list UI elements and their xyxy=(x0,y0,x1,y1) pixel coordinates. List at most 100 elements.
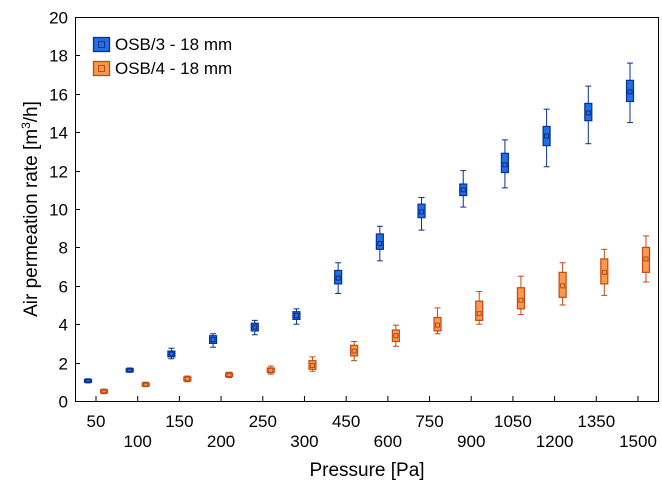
box-s1-8 xyxy=(417,196,426,231)
box-s2-7 xyxy=(391,324,400,347)
median-marker xyxy=(252,324,258,330)
x-tick-label-0: 50 xyxy=(87,412,106,431)
median-marker xyxy=(335,275,341,281)
series-2 xyxy=(99,235,651,395)
y-axis-title: Air permeation rate [m3/h] xyxy=(19,101,42,317)
y-tick-label-4: 8 xyxy=(59,239,68,258)
median-marker xyxy=(293,313,299,319)
box-iqr xyxy=(308,360,317,370)
box-s2-13 xyxy=(641,235,651,283)
box-s1-2 xyxy=(167,347,176,360)
x-tick-label-3: 200 xyxy=(207,432,235,451)
x-tick-label-1: 100 xyxy=(124,432,152,451)
y-tick-label-1: 2 xyxy=(59,355,68,374)
legend-swatch-osb3 xyxy=(92,36,111,53)
y-tick-label-6: 12 xyxy=(49,163,68,182)
box-s1-5 xyxy=(292,308,301,325)
boxplot-series xyxy=(83,62,651,395)
median-marker xyxy=(85,378,91,384)
box-iqr xyxy=(542,125,551,147)
median-marker xyxy=(460,187,466,193)
median-marker xyxy=(502,162,508,168)
box-s1-7 xyxy=(375,225,384,262)
legend-swatch-osb4-inner xyxy=(98,65,105,72)
box-s2-3 xyxy=(224,371,234,379)
box-s2-1 xyxy=(141,381,150,388)
box-s1-13 xyxy=(625,62,635,124)
median-marker xyxy=(268,367,274,373)
x-tick-label-10: 1050 xyxy=(494,412,532,431)
box-s2-10 xyxy=(516,275,526,316)
y-tick-label-2: 4 xyxy=(59,316,68,335)
box-s2-0 xyxy=(99,388,109,395)
box-iqr xyxy=(167,350,176,358)
box-s1-3 xyxy=(208,333,218,348)
y-axis-ticks: 0 2 4 6 8 10 12 14 16 18 20 xyxy=(49,9,80,412)
box-iqr xyxy=(350,344,359,357)
median-marker xyxy=(560,283,566,289)
median-marker xyxy=(544,133,550,139)
box-iqr xyxy=(475,300,484,321)
median-marker xyxy=(309,362,315,368)
box-s1-4 xyxy=(250,319,259,336)
legend-label-osb4: OSB/4 - 18 mm xyxy=(115,59,232,78)
box-iqr xyxy=(391,329,400,343)
y-tick-label-5: 10 xyxy=(49,201,68,220)
median-marker xyxy=(585,110,591,116)
box-iqr xyxy=(417,203,426,219)
box-s1-6 xyxy=(334,262,343,294)
x-tick-label-2: 150 xyxy=(165,412,193,431)
y-tick-label-3: 6 xyxy=(59,278,68,297)
x-tick-label-11: 1200 xyxy=(536,432,574,451)
box-iqr xyxy=(641,246,651,273)
x-axis-title: Pressure [Pa] xyxy=(309,460,424,481)
x-axis-ticks: 50 100 150 200 250 300 450 600 750 900 10501200135… xyxy=(87,396,657,451)
box-s2-6 xyxy=(350,340,359,362)
median-marker xyxy=(435,322,441,328)
x-tick-label-8: 750 xyxy=(415,412,443,431)
y-tick-label-9: 18 xyxy=(49,47,68,66)
x-tick-label-4: 250 xyxy=(249,412,277,431)
y-tick-label-10: 20 xyxy=(49,9,68,28)
box-iqr xyxy=(625,79,635,103)
median-marker xyxy=(393,333,399,339)
box-iqr xyxy=(250,322,259,332)
y-axis-title-tail: /h] xyxy=(21,101,42,122)
median-marker xyxy=(101,388,107,394)
box-s1-12 xyxy=(584,85,593,145)
legend-swatch-osb4 xyxy=(92,60,111,77)
series-1 xyxy=(83,62,635,384)
median-marker xyxy=(184,376,190,382)
x-tick-label-12: 1350 xyxy=(577,412,615,431)
box-s1-11 xyxy=(542,108,551,168)
box-s2-5 xyxy=(308,356,317,372)
box-s2-8 xyxy=(433,307,442,335)
median-marker xyxy=(476,311,482,317)
median-marker xyxy=(643,256,649,262)
median-marker xyxy=(351,348,357,354)
x-tick-label-5: 300 xyxy=(290,432,318,451)
median-marker xyxy=(226,372,232,378)
y-tick-label-8: 16 xyxy=(49,86,68,105)
box-iqr xyxy=(334,269,343,285)
median-marker xyxy=(601,269,607,275)
legend-item-osb4: OSB/4 - 18 mm xyxy=(92,59,232,78)
median-marker xyxy=(627,89,633,95)
box-s1-0 xyxy=(83,378,93,384)
legend: OSB/3 - 18 mm OSB/4 - 18 mm xyxy=(92,35,232,78)
box-s1-9 xyxy=(459,170,468,208)
legend-label-osb3: OSB/3 - 18 mm xyxy=(115,35,232,54)
box-s2-9 xyxy=(475,291,484,325)
box-s2-2 xyxy=(183,375,192,383)
median-marker xyxy=(127,367,133,373)
box-s2-11 xyxy=(558,262,567,306)
box-iqr xyxy=(433,316,442,332)
box-iqr xyxy=(292,311,301,321)
x-tick-label-7: 600 xyxy=(374,432,402,451)
x-tick-label-6: 450 xyxy=(332,412,360,431)
y-axis-title-superscript: 3 xyxy=(19,122,33,129)
box-iqr xyxy=(558,271,567,298)
box-s1-1 xyxy=(125,367,134,373)
